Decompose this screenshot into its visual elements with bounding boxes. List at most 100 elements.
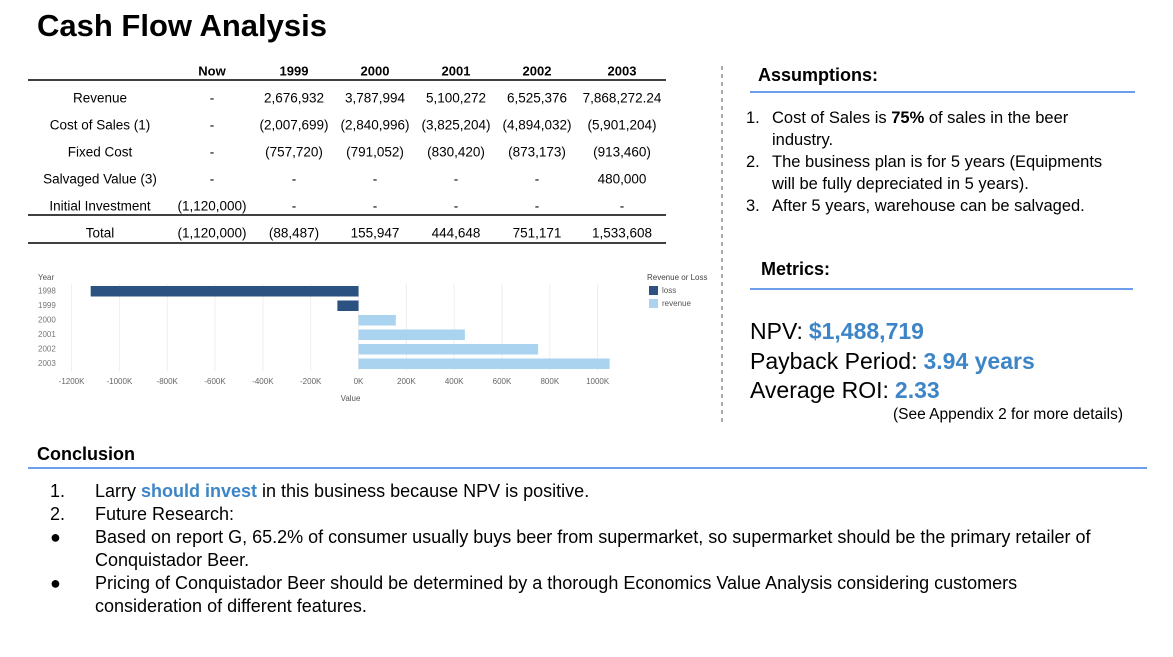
text-run: in this business because NPV is positive… <box>257 481 590 501</box>
x-tick-label: 800K <box>540 377 559 386</box>
list-item: ● Pricing of Conquistador Beer should be … <box>50 572 1120 618</box>
table-cell: 444,648 <box>432 226 481 241</box>
metric-label: NPV: <box>750 318 803 344</box>
list-item: 2. The business plan is for 5 years (Equi… <box>746 151 1126 195</box>
metric-line: Average ROI: 2.33 <box>750 376 1035 406</box>
bar <box>90 286 359 297</box>
text-run: should invest <box>141 481 258 501</box>
metric-value: $1,488,719 <box>808 318 924 344</box>
conclusion-list: 1. Larry should invest in this business b… <box>50 480 1120 618</box>
text-run: Larry <box>95 481 142 501</box>
x-tick-label: 1000K <box>586 377 610 386</box>
text-run: 75% <box>891 109 925 127</box>
list-marker: ● <box>50 573 61 593</box>
heading-rule <box>28 467 1147 469</box>
table-cell: - <box>454 199 459 214</box>
heading-rule <box>750 288 1133 290</box>
row-label: Fixed Cost <box>68 145 133 160</box>
list-text: The business plan is for 5 years (Equipm… <box>772 151 1126 195</box>
table-cell: (913,460) <box>593 145 651 160</box>
text-run: of sales in the beer industry. <box>772 109 1069 149</box>
table-cell: (88,487) <box>269 226 319 241</box>
column-header: 2000 <box>361 63 390 78</box>
y-tick-label: 1999 <box>38 301 56 310</box>
table-cell: (2,007,699) <box>259 118 328 133</box>
table-cell: (3,825,204) <box>421 118 490 133</box>
table-cell: 751,171 <box>513 226 562 241</box>
y-tick-label: 2001 <box>38 330 56 339</box>
column-header: 1999 <box>280 63 309 78</box>
y-tick-label: 1998 <box>38 286 56 295</box>
table-cell: - <box>373 172 378 187</box>
legend-swatch <box>649 299 658 308</box>
x-axis-title: Value <box>341 394 361 403</box>
table-cell: (873,173) <box>508 145 566 160</box>
metric-value: 3.94 years <box>923 347 1035 374</box>
list-marker: 1. <box>50 481 66 501</box>
assumptions-heading: Assumptions: <box>758 65 879 85</box>
assumptions-list: 1. Cost of Sales is 75% of sales in the b… <box>746 107 1126 217</box>
list-marker: 2. <box>50 504 66 524</box>
metric-value: 2.33 <box>894 377 940 403</box>
legend-label: revenue <box>662 299 691 308</box>
column-header: 2002 <box>523 63 552 78</box>
table-cell: (1,120,000) <box>177 199 246 214</box>
x-tick-label: -1200K <box>59 377 85 386</box>
list-marker: 2. <box>746 153 760 171</box>
metric-line: Payback Period: 3.94 years <box>750 347 1035 377</box>
legend-swatch <box>649 286 658 295</box>
table-cell: - <box>210 118 215 133</box>
table-cell: - <box>535 172 540 187</box>
list-text: After 5 years, warehouse can be salvaged… <box>772 195 1085 217</box>
column-header: Now <box>198 63 226 78</box>
x-tick-label: -600K <box>204 377 226 386</box>
table-cell: - <box>373 199 378 214</box>
x-tick-label: 400K <box>445 377 464 386</box>
table-cell: 3,787,994 <box>345 91 406 106</box>
text-run: The business plan is for 5 years (Equipm… <box>772 153 1103 193</box>
table-cell: 1,533,608 <box>592 226 652 241</box>
row-label: Total <box>86 226 115 241</box>
x-tick-label: -800K <box>157 377 179 386</box>
metric-label: Payback Period: <box>750 347 918 374</box>
y-axis-title: Year <box>38 273 55 282</box>
x-tick-label: 600K <box>493 377 512 386</box>
list-item: 3. After 5 years, warehouse can be salvag… <box>746 195 1126 217</box>
table-cell: - <box>454 172 459 187</box>
bar <box>358 344 539 355</box>
table-cell: 5,100,272 <box>426 91 486 106</box>
row-label: Revenue <box>73 91 127 106</box>
legend-title: Revenue or Loss <box>647 273 707 282</box>
row-label: Initial Investment <box>49 199 151 214</box>
table-cell: 6,525,376 <box>507 91 567 106</box>
y-tick-label: 2002 <box>38 344 56 353</box>
text-run: Pricing of Conquistador Beer should be d… <box>95 573 1018 616</box>
list-item: 1. Cost of Sales is 75% of sales in the b… <box>746 107 1126 151</box>
metrics-lines: NPV: $1,488,719 Payback Period: 3.94 years A… <box>750 317 1035 406</box>
heading-rule <box>750 91 1135 93</box>
table-cell: (791,052) <box>346 145 404 160</box>
metrics-heading: Metrics: <box>761 259 831 279</box>
bar <box>358 315 396 326</box>
text-run: Future Research: <box>95 504 235 524</box>
title: Cash Flow Analysis <box>37 8 327 43</box>
table-cell: 2,676,932 <box>264 91 324 106</box>
text-run: Cost of Sales is <box>772 109 892 127</box>
x-tick-label: -400K <box>252 377 274 386</box>
bar <box>358 358 610 369</box>
list-marker: 3. <box>746 197 760 215</box>
y-tick-label: 2003 <box>38 359 56 368</box>
table-cell: (1,120,000) <box>177 226 246 241</box>
column-header: 2003 <box>608 63 637 78</box>
table-cell: - <box>620 199 625 214</box>
list-text: Based on report G, 65.2% of consumer usu… <box>95 526 1120 572</box>
row-label: Salvaged Value (3) <box>43 172 157 187</box>
list-marker: 1. <box>746 109 760 127</box>
bar <box>337 300 359 311</box>
table-cell: - <box>292 172 297 187</box>
list-text: Pricing of Conquistador Beer should be d… <box>95 572 1120 618</box>
legend-label: loss <box>662 286 676 295</box>
column-header: 2001 <box>442 63 471 78</box>
